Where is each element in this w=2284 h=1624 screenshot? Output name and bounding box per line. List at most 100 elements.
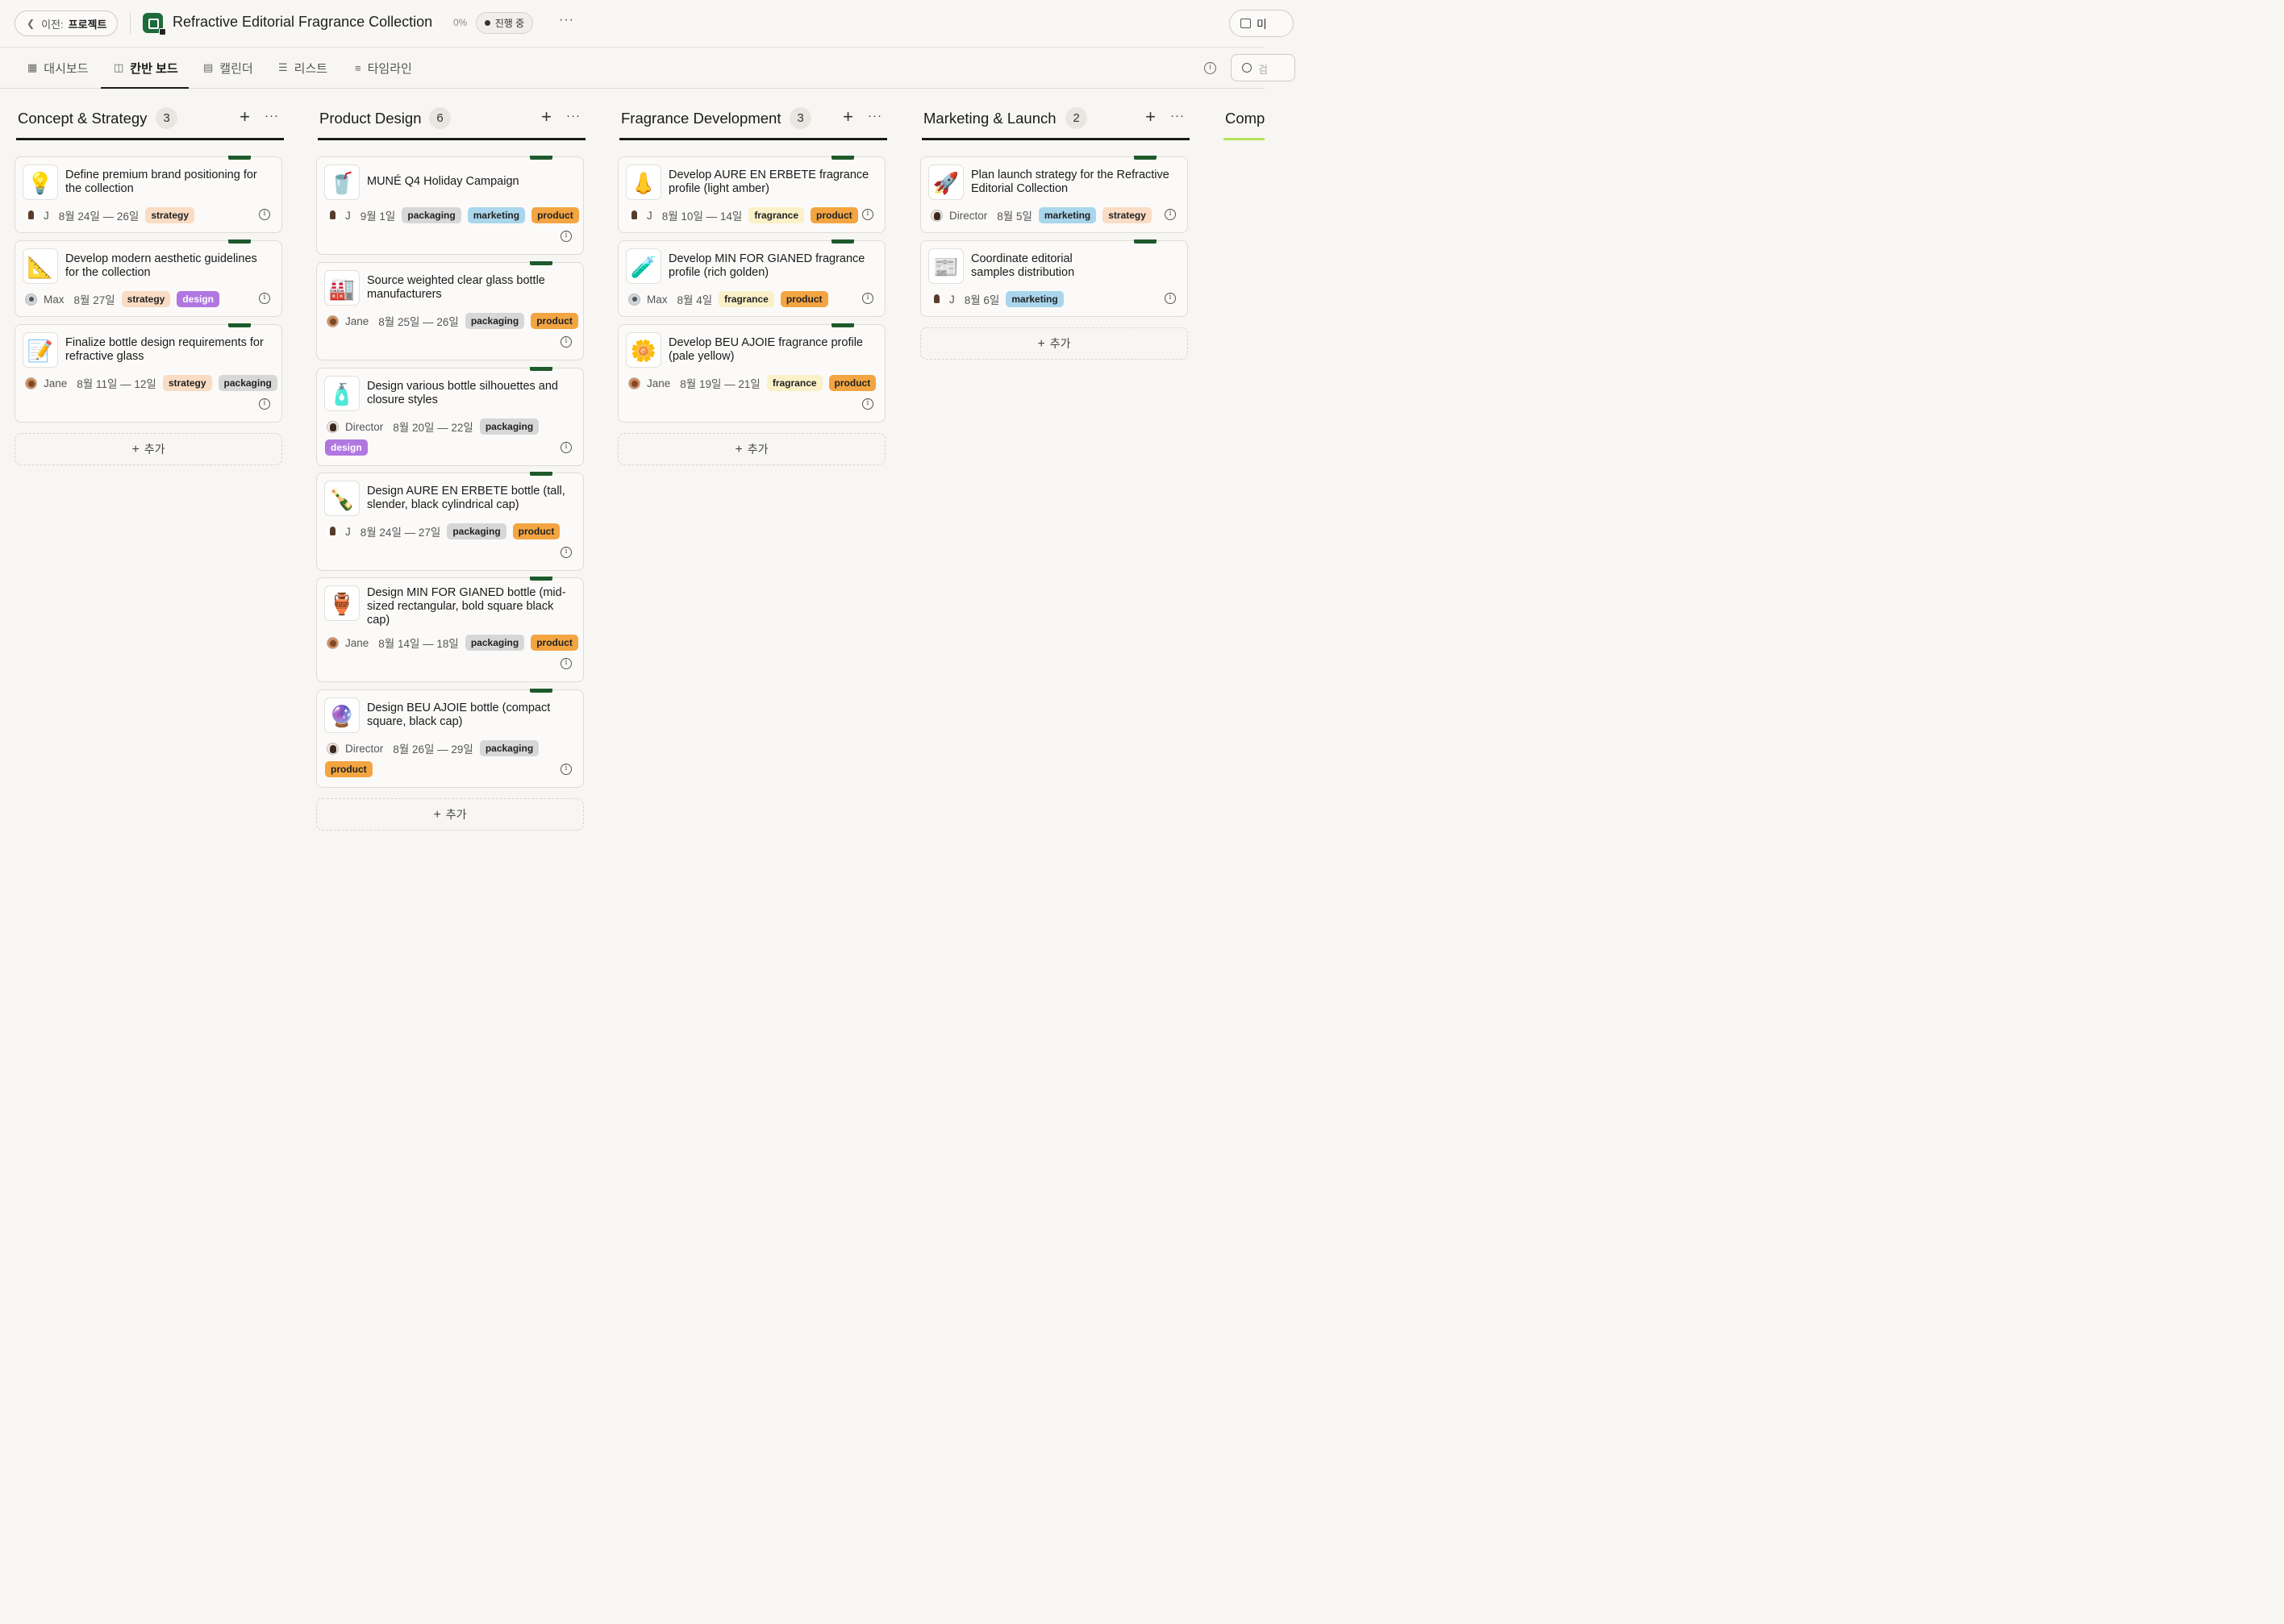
card-emoji-icon: 🧪 <box>626 248 661 284</box>
top-bar: ❮ 이전: 프로젝트 Refractive Editorial Fragranc… <box>0 0 1294 48</box>
date-range-button[interactable]: 미 <box>1229 10 1294 37</box>
avatar <box>25 377 37 389</box>
info-icon[interactable]: i <box>561 547 572 558</box>
tag: product <box>325 761 373 777</box>
card-meta: Director 8월 5일 marketing strategy <box>931 207 1152 223</box>
back-to-projects-button[interactable]: ❮ 이전: 프로젝트 <box>15 10 118 36</box>
due-date: 8월 11일 — 12일 <box>77 378 156 390</box>
column-count: 3 <box>156 107 177 129</box>
task-card[interactable]: 🚀 Plan launch strategy for the Refractiv… <box>920 156 1188 233</box>
task-card[interactable]: 📐 Develop modern aesthetic guidelines fo… <box>15 239 282 317</box>
avatar <box>628 377 640 389</box>
card-emoji-icon: 🔮 <box>324 697 360 733</box>
tab-kanban[interactable]: ◫ 칸반 보드 <box>101 48 189 89</box>
avatar <box>327 636 339 649</box>
add-card-icon[interactable]: + <box>541 106 552 127</box>
project-icon <box>143 13 166 35</box>
card-tab <box>530 689 552 693</box>
assignee: Jane <box>647 377 671 389</box>
card-meta-row2: design <box>325 439 368 456</box>
avatar <box>327 420 339 433</box>
card-tab <box>228 156 251 160</box>
task-card[interactable]: 🧪 Develop MIN FOR GIANED fragrance profi… <box>618 239 886 317</box>
card-meta: J 8월 10일 — 14일 fragrance product <box>628 207 858 223</box>
info-icon[interactable]: i <box>259 293 270 304</box>
avatar <box>25 293 37 306</box>
due-date: 8월 19일 — 21일 <box>680 378 761 390</box>
tab-label: 칸반 보드 <box>130 61 178 76</box>
task-card[interactable]: 🏭 Source weighted clear glass bottle man… <box>316 261 584 360</box>
tab-timeline[interactable]: ≡ 타임라인 <box>348 48 419 88</box>
info-icon[interactable]: i <box>1204 62 1216 74</box>
plus-icon: + <box>433 808 441 822</box>
column-title: Marketing & Launch <box>923 110 1057 127</box>
card-title: Design BEU AJOIE bottle (compact square,… <box>367 702 551 728</box>
column-title: Fragrance Development <box>621 110 781 127</box>
due-date: 8월 14일 — 18일 <box>378 638 459 650</box>
assignee: Max <box>647 293 668 306</box>
card-tab <box>530 577 552 581</box>
add-card-button[interactable]: + 추가 <box>316 798 584 831</box>
task-card[interactable]: 🍾 Design AURE EN ERBETE bottle (tall, sl… <box>316 472 584 571</box>
column-more-icon[interactable]: ··· <box>566 109 581 123</box>
column-count: 3 <box>790 107 811 129</box>
add-card-button[interactable]: + 추가 <box>618 433 886 465</box>
tag: strategy <box>121 291 171 307</box>
task-card[interactable]: 💡 Define premium brand positioning for t… <box>15 156 282 233</box>
add-card-button[interactable]: + 추가 <box>15 433 282 465</box>
info-icon[interactable]: i <box>561 336 572 348</box>
task-card[interactable]: 👃 Develop AURE EN ERBETE fragrance profi… <box>618 156 886 233</box>
plus-icon: + <box>735 443 743 456</box>
add-card-icon[interactable]: + <box>843 106 853 127</box>
avatar <box>628 209 640 222</box>
add-card-button[interactable]: + 추가 <box>920 327 1188 360</box>
task-card[interactable]: 🔮 Design BEU AJOIE bottle (compact squar… <box>316 689 584 788</box>
status-badge[interactable]: 진행 중 <box>476 12 533 34</box>
info-icon[interactable]: i <box>862 398 873 410</box>
info-icon[interactable]: i <box>561 442 572 453</box>
add-card-icon[interactable]: + <box>1145 106 1156 127</box>
info-icon[interactable]: i <box>561 231 572 242</box>
plus-icon: + <box>1037 337 1045 351</box>
task-card[interactable]: 🧴 Design various bottle silhouettes and … <box>316 367 584 466</box>
tag: fragrance <box>719 291 774 307</box>
tag: fragrance <box>766 375 823 391</box>
task-card[interactable]: 📰 Coordinate editorial samples distribut… <box>920 239 1188 317</box>
info-icon[interactable]: i <box>259 398 270 410</box>
task-card[interactable]: 🌼 Develop BEU AJOIE fragrance profile (p… <box>618 323 886 423</box>
due-date: 8월 6일 <box>964 294 1000 306</box>
status-label: 진행 중 <box>494 18 525 29</box>
info-icon[interactable]: i <box>862 293 873 304</box>
tab-list[interactable]: ☰ 리스트 <box>272 48 334 88</box>
task-card[interactable]: 📝 Finalize bottle design requirements fo… <box>15 323 282 423</box>
info-icon[interactable]: i <box>561 764 572 775</box>
search-input[interactable]: 검 <box>1231 54 1295 81</box>
card-meta: Director 8월 20일 — 22일 packaging <box>327 418 540 435</box>
column-more-icon[interactable]: ··· <box>868 109 882 123</box>
card-meta: J 8월 6일 marketing <box>931 291 1064 307</box>
task-card[interactable]: 🏺 Design MIN FOR GIANED bottle (mid-size… <box>316 577 584 682</box>
tab-dashboard[interactable]: ▦ 대시보드 <box>21 48 95 88</box>
date-range-label: 미 <box>1257 18 1267 31</box>
add-card-icon[interactable]: + <box>240 106 250 127</box>
info-icon[interactable]: i <box>862 209 873 220</box>
back-label: 프로젝트 <box>68 18 107 31</box>
tab-calendar[interactable]: ▤ 캘린더 <box>197 48 260 88</box>
column-marketing-launch: Marketing & Launch 2 + ··· <box>922 103 1190 140</box>
card-tab <box>530 367 552 371</box>
info-icon[interactable]: i <box>1165 209 1176 220</box>
column-more-icon[interactable]: ··· <box>1170 109 1185 123</box>
more-options-icon[interactable]: ··· <box>559 13 574 27</box>
tag: packaging <box>479 418 540 435</box>
task-card[interactable]: 🥤 MUNÉ Q4 Holiday Campaign J 9월 1일 packa… <box>316 156 584 255</box>
tag: packaging <box>447 523 506 539</box>
info-icon[interactable]: i <box>259 209 270 220</box>
column-more-icon[interactable]: ··· <box>265 109 279 123</box>
column-header: Concept & Strategy 3 + ··· <box>16 103 284 140</box>
tag: product <box>828 375 877 391</box>
project-title: Refractive Editorial Fragrance Collectio… <box>173 14 433 30</box>
search-placeholder: 검 <box>1258 64 1268 76</box>
info-icon[interactable]: i <box>1165 293 1176 304</box>
info-icon[interactable]: i <box>561 658 572 669</box>
due-date: 8월 24일 — 27일 <box>360 527 441 539</box>
